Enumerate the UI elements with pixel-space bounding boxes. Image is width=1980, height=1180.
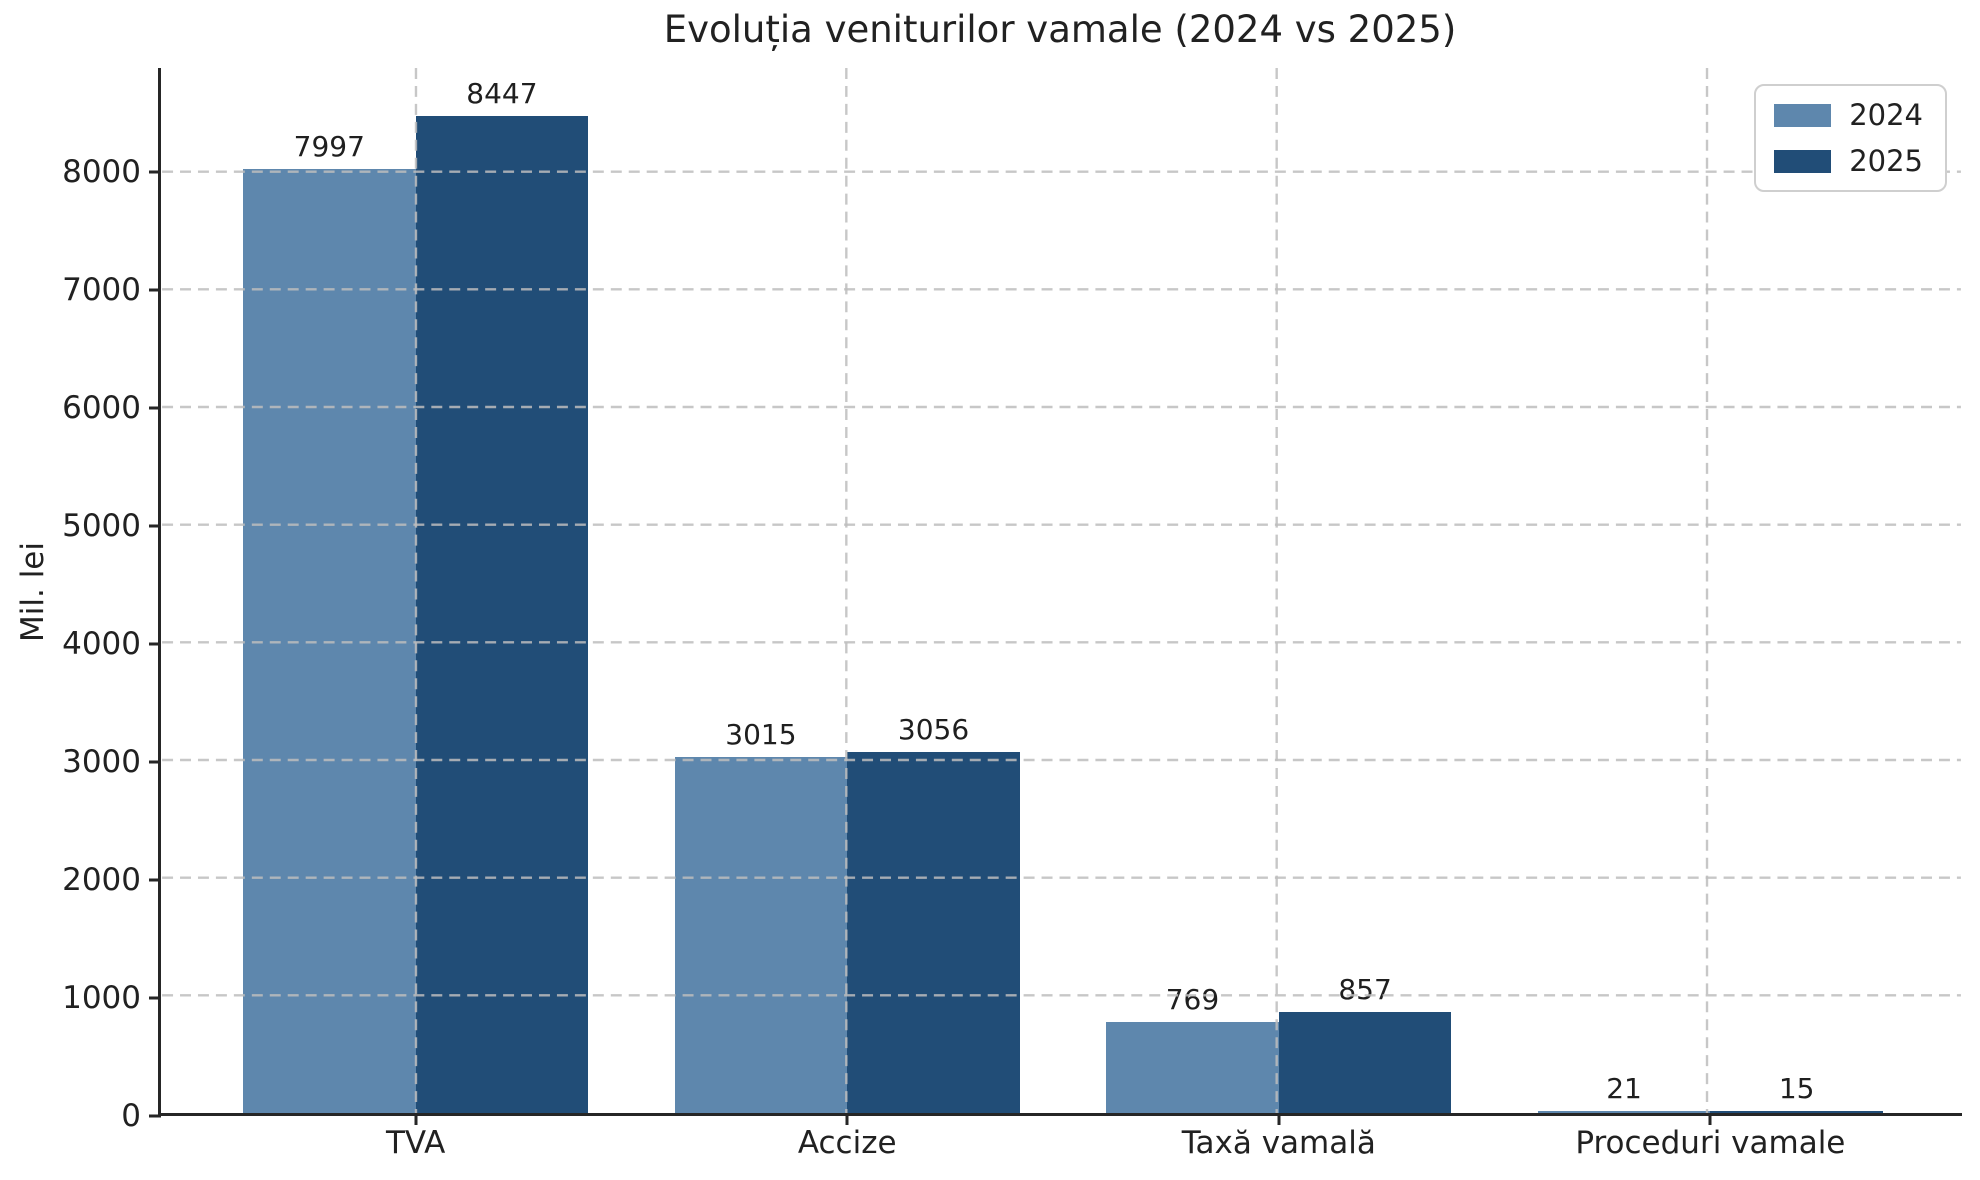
legend-swatch-2024 [1774, 103, 1832, 127]
y-tick-label: 2000 [62, 861, 141, 898]
x-tick-mark [1277, 1113, 1281, 1125]
y-axis-label: Mil. lei [14, 542, 51, 642]
bar-2024-accize [674, 757, 848, 1113]
y-tick-label: 7000 [62, 271, 141, 308]
x-tick-label-accize: Accize [797, 1125, 897, 1161]
y-tick-mark [149, 406, 161, 410]
y-tick-mark [149, 524, 161, 528]
bar-2024-taxa-vamala [1106, 1022, 1279, 1113]
legend-label-2025: 2025 [1849, 144, 1923, 178]
y-tick-label: 4000 [62, 625, 141, 662]
bar-2025-accize [847, 752, 1020, 1113]
y-tick-label: 6000 [62, 389, 141, 426]
x-tick-label-taxa-vamala: Taxă vamală [1181, 1125, 1376, 1161]
legend-item-2025: 2025 [1774, 144, 1923, 178]
legend-item-2024: 2024 [1774, 98, 1923, 132]
y-tick-label: 0 [121, 1098, 141, 1134]
bar-value-label: 7997 [293, 130, 365, 164]
bar-2025-proceduri-vamale [1710, 1111, 1883, 1113]
y-tick-label: 1000 [62, 979, 141, 1016]
y-tick-mark [149, 1114, 161, 1118]
y-tick-label: 3000 [62, 743, 141, 780]
bar-2024-tva [243, 169, 416, 1113]
legend: 2024 2025 [1754, 84, 1947, 192]
y-tick-label: 5000 [62, 507, 141, 544]
x-tick-mark [1708, 1113, 1712, 1125]
bar-value-label: 857 [1338, 972, 1392, 1006]
y-tick-mark [149, 996, 161, 1000]
bar-value-label: 3015 [725, 718, 797, 752]
bar-value-label: 8447 [466, 77, 538, 111]
bar-2024-proceduri-vamale [1537, 1110, 1711, 1113]
bar-value-label: 21 [1606, 1071, 1642, 1105]
x-tick-mark [845, 1113, 849, 1125]
bar-value-label: 769 [1165, 983, 1220, 1017]
y-tick-mark [149, 642, 161, 646]
y-tick-mark [149, 288, 161, 292]
chart-title: Evoluția veniturilor vamale (2024 vs 202… [663, 8, 1457, 51]
bar-2025-tva [415, 116, 589, 1113]
plot-area: 7997 3015 769 21 8447 3056 857 15 0 1000 2000 3000 4… [62, 68, 1962, 1161]
x-tick-mark [414, 1113, 418, 1125]
y-tick-mark [149, 878, 161, 882]
bar-value-label: 15 [1778, 1072, 1815, 1105]
legend-label-2024: 2024 [1849, 98, 1923, 132]
x-tick-label-proceduri-vamale: Proceduri vamale [1575, 1125, 1846, 1161]
x-tick-label-tva: TVA [385, 1125, 446, 1161]
y-tick-mark [149, 760, 161, 764]
bar-value-label: 3056 [897, 713, 970, 747]
bar-2025-taxa-vamala [1278, 1011, 1452, 1113]
y-tick-label: 8000 [62, 153, 141, 190]
legend-swatch-2025 [1774, 149, 1832, 173]
y-tick-mark [149, 170, 161, 174]
